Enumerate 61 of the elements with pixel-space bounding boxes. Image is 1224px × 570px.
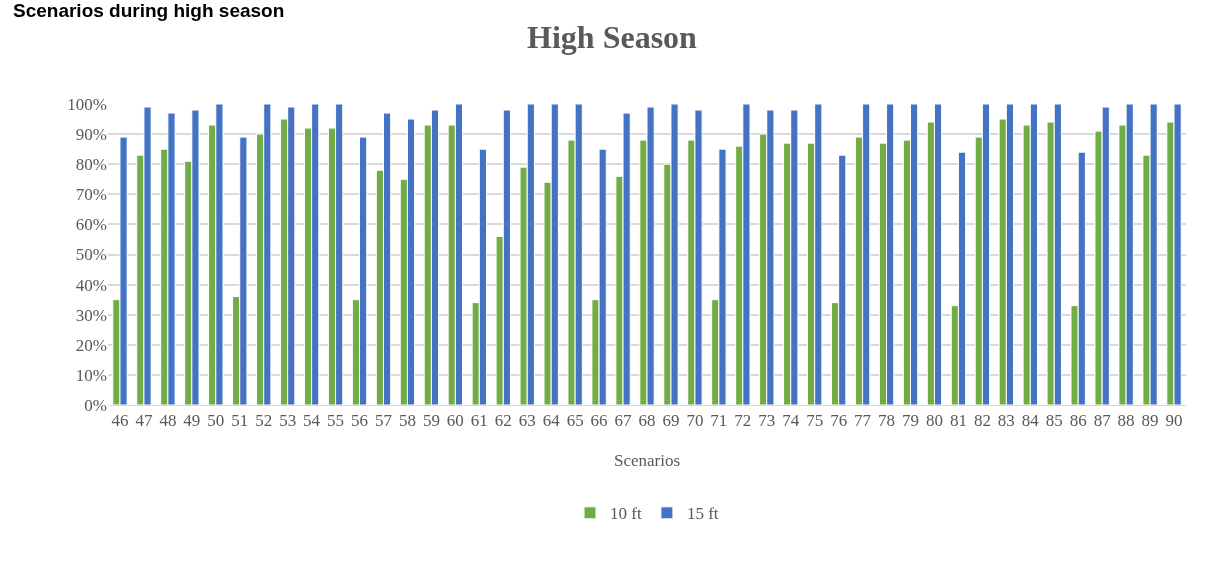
- x-tick-label: 81: [949, 411, 967, 431]
- legend-label: 10 ft: [610, 504, 642, 524]
- x-tick-label: 69: [662, 411, 680, 431]
- y-tick-label: 70%: [75, 185, 107, 205]
- y-tick-label: 40%: [75, 275, 107, 295]
- chart-title: High Season: [527, 19, 698, 56]
- x-tick-label: 86: [1069, 411, 1087, 431]
- x-tick-label: 50: [207, 411, 225, 431]
- y-tick-label: 50%: [75, 245, 107, 265]
- x-tick-label: 55: [327, 411, 345, 431]
- legend-label: 15 ft: [686, 504, 719, 524]
- y-tick-label: 30%: [75, 305, 107, 325]
- x-tick-label: 64: [542, 411, 561, 431]
- x-tick-label: 54: [303, 411, 321, 431]
- x-tick-label: 89: [1141, 411, 1159, 431]
- text: Scenarios during high season: [13, 0, 285, 21]
- x-tick-label: 67: [614, 411, 633, 431]
- x-tick-label: 87: [1093, 411, 1112, 431]
- x-tick-label: 77: [854, 411, 872, 431]
- x-tick-label: 79: [902, 411, 920, 431]
- x-tick-label: 65: [566, 411, 584, 431]
- y-tick-label: 100%: [67, 94, 107, 114]
- x-tick-label: 48: [159, 411, 177, 431]
- x-tick-label: 76: [830, 411, 848, 431]
- x-tick-label: 85: [1045, 411, 1063, 431]
- x-tick-label: 53: [279, 411, 297, 431]
- x-tick-label: 80: [925, 411, 943, 431]
- x-tick-label: 62: [494, 411, 512, 431]
- x-tick-label: 75: [806, 411, 824, 431]
- x-tick-label: 57: [374, 411, 393, 431]
- x-tick-label: 66: [590, 411, 608, 431]
- y-tick-label: 90%: [75, 125, 107, 145]
- x-tick-label: 59: [422, 411, 440, 431]
- x-tick-label: 61: [470, 411, 488, 431]
- x-tick-label: 49: [183, 411, 201, 431]
- x-tick-label: 51: [231, 411, 249, 431]
- x-tick-label: 71: [710, 411, 728, 431]
- y-tick-label: 20%: [75, 335, 107, 355]
- x-tick-label: 56: [351, 411, 369, 431]
- y-tick-label: 0%: [84, 395, 107, 415]
- x-tick-label: 74: [782, 411, 800, 431]
- x-tick-label: 88: [1117, 411, 1135, 431]
- y-tick-label: 80%: [75, 155, 107, 175]
- x-tick-label: 52: [255, 411, 273, 431]
- x-tick-label: 82: [973, 411, 991, 431]
- x-tick-label: 58: [398, 411, 416, 431]
- x-tick-label: 83: [997, 411, 1015, 431]
- x-tick-label: 73: [758, 411, 776, 431]
- x-tick-label: 90: [1165, 411, 1183, 431]
- y-tick-label: 10%: [75, 365, 107, 385]
- x-tick-label: 68: [638, 411, 656, 431]
- x-tick-label: 72: [734, 411, 752, 431]
- x-tick-label: 63: [518, 411, 536, 431]
- x-axis-title: Scenarios: [613, 451, 681, 470]
- x-tick-label: 46: [111, 411, 129, 431]
- x-tick-label: 84: [1021, 411, 1040, 431]
- x-tick-label: 70: [686, 411, 704, 431]
- x-tick-label: 47: [135, 411, 153, 431]
- y-tick-label: 60%: [75, 215, 107, 235]
- x-tick-label: 60: [446, 411, 464, 431]
- x-tick-label: 78: [878, 411, 896, 431]
